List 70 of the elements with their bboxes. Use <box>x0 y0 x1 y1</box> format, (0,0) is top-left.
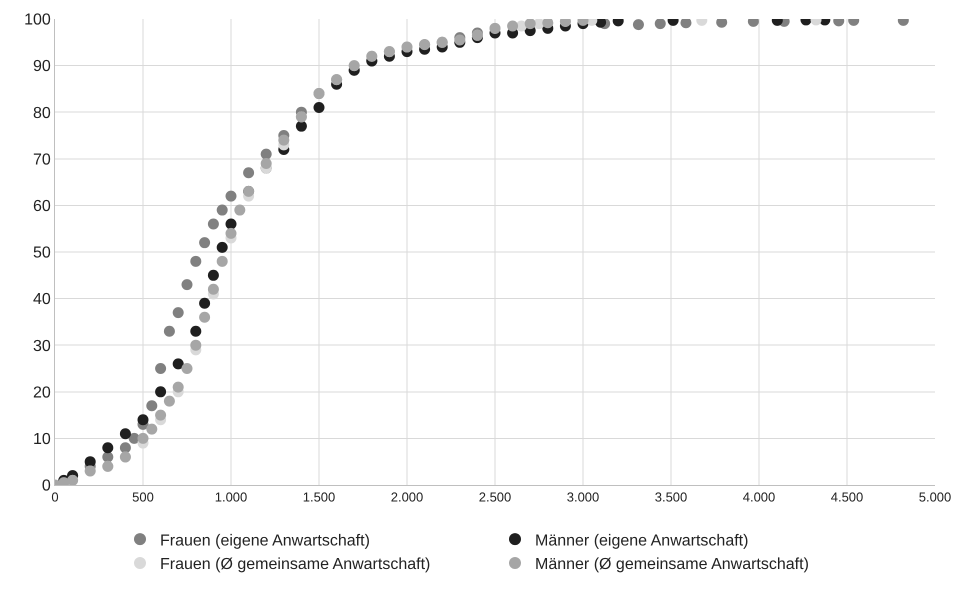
x-tick-label: 2.500 <box>478 490 512 505</box>
x-tick-label: 1.500 <box>302 490 336 505</box>
point <box>199 237 210 248</box>
point <box>680 19 692 28</box>
point <box>120 428 131 440</box>
point <box>155 410 166 421</box>
point <box>542 19 554 28</box>
point <box>296 120 307 132</box>
y-tick-label: 70 <box>33 151 51 168</box>
y-tick-label: 10 <box>33 431 51 448</box>
y-tick-label: 100 <box>24 12 51 29</box>
point <box>226 190 236 202</box>
point <box>172 358 184 370</box>
x-tick-label: 1.000 <box>214 490 248 505</box>
point <box>314 102 324 114</box>
point <box>172 307 184 318</box>
point <box>208 270 219 281</box>
point <box>260 148 272 160</box>
point <box>234 204 246 216</box>
point <box>102 442 114 454</box>
point <box>226 218 236 230</box>
legend-label: Frauen (Ø gemeinsame Anwartschaft) <box>160 556 430 574</box>
point <box>654 19 666 30</box>
point <box>278 134 290 146</box>
point <box>155 363 166 374</box>
point <box>208 284 219 295</box>
point <box>260 158 272 169</box>
y-tick-label: 80 <box>33 104 51 122</box>
y-tick-label: 30 <box>33 338 51 355</box>
legend-label: Frauen (eigene Anwartschaft) <box>160 532 370 550</box>
x-tick-label: 500 <box>132 490 154 505</box>
point <box>138 432 148 444</box>
y-tick-label: 20 <box>33 384 51 402</box>
point <box>632 19 644 30</box>
point <box>216 204 228 216</box>
point <box>146 400 158 412</box>
point <box>190 340 202 351</box>
legend-label: Männer (eigene Anwartschaft) <box>535 532 748 550</box>
point <box>199 298 210 309</box>
y-tick-label: 90 <box>33 58 51 76</box>
point <box>216 256 228 267</box>
point <box>208 218 219 230</box>
point <box>226 228 236 239</box>
point <box>190 326 202 337</box>
point <box>155 386 166 398</box>
x-tick-label: 3.000 <box>566 490 600 505</box>
point <box>164 396 175 407</box>
point <box>182 363 192 374</box>
point <box>182 279 192 290</box>
x-tick-label: 4.000 <box>742 490 776 505</box>
y-tick-label: 60 <box>33 198 51 215</box>
y-tick-label: 40 <box>33 291 51 308</box>
x-tick-label: 3.500 <box>654 490 688 505</box>
point <box>138 414 148 426</box>
point <box>507 20 518 32</box>
point <box>172 382 184 393</box>
point <box>190 256 202 267</box>
point <box>524 19 536 30</box>
point <box>243 167 254 178</box>
x-tick-label: 4.500 <box>830 490 864 505</box>
y-tick-label: 50 <box>33 244 51 262</box>
point <box>146 424 158 435</box>
point <box>164 326 175 337</box>
x-tick-label: 2.000 <box>390 490 424 505</box>
legend-label: Männer (Ø gemeinsame Anwartschaft) <box>535 556 809 574</box>
point <box>199 312 210 323</box>
point <box>216 242 228 253</box>
x-tick-label: 5.000 <box>918 490 952 505</box>
point <box>120 442 131 454</box>
point <box>84 456 96 468</box>
